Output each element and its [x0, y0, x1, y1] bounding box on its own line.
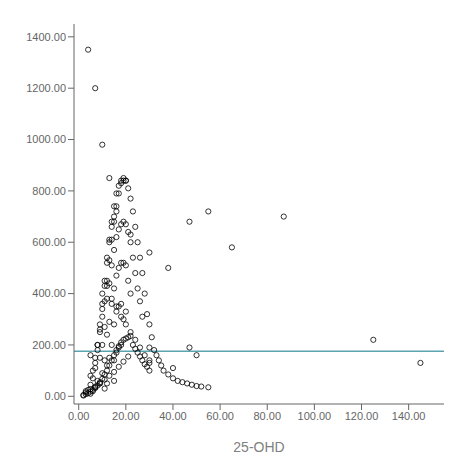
svg-text:1000.00: 1000.00	[26, 133, 66, 145]
svg-text:0.00: 0.00	[45, 390, 66, 402]
svg-text:0.00: 0.00	[68, 410, 89, 422]
svg-text:20.00: 20.00	[112, 410, 140, 422]
svg-text:40.00: 40.00	[159, 410, 187, 422]
svg-text:60.00: 60.00	[206, 410, 234, 422]
svg-text:120.00: 120.00	[345, 410, 379, 422]
svg-text:100.00: 100.00	[298, 410, 332, 422]
svg-text:800.00: 800.00	[32, 185, 66, 197]
svg-text:1400.00: 1400.00	[26, 31, 66, 43]
svg-text:1200.00: 1200.00	[26, 82, 66, 94]
svg-text:140.00: 140.00	[392, 410, 426, 422]
svg-text:400.00: 400.00	[32, 287, 66, 299]
svg-text:600.00: 600.00	[32, 236, 66, 248]
svg-text:80.00: 80.00	[253, 410, 281, 422]
svg-text:25-OHD: 25-OHD	[233, 439, 284, 455]
svg-text:200.00: 200.00	[32, 339, 66, 351]
